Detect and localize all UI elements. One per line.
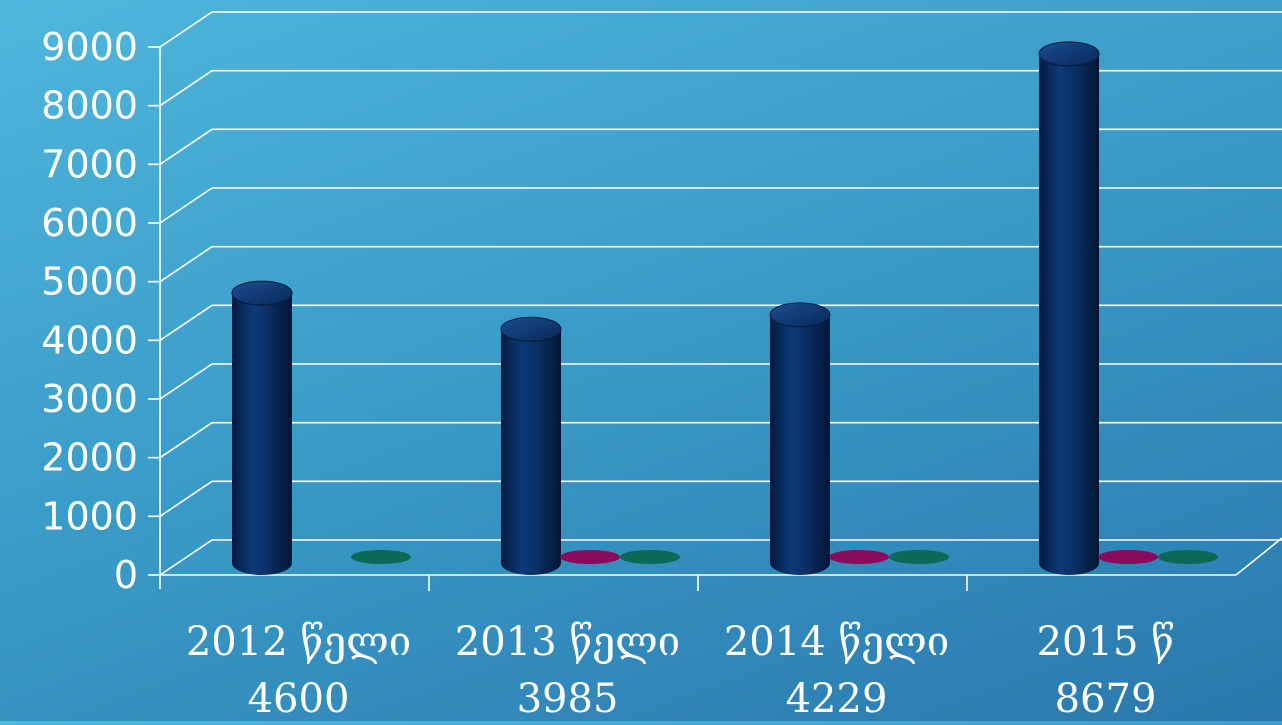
- x-tick-label: 2015 წ: [1037, 619, 1175, 665]
- gridline-side: [159, 480, 213, 517]
- bar-series3-disc: [351, 550, 411, 564]
- y-tick-label: 1000: [41, 494, 138, 538]
- y-tick-label: 3000: [41, 377, 138, 421]
- gridline-side: [159, 11, 213, 48]
- labels-layer: 0 1000 2000 3000 4000 5000 6000 7000 8000 9000 201…: [41, 25, 1175, 722]
- gridline-side: [159, 304, 213, 341]
- data-label: 4229: [786, 676, 888, 721]
- y-tick-label: 5000: [41, 260, 138, 304]
- bar-series2-disc: [560, 550, 620, 564]
- gridline-side: [159, 70, 213, 107]
- bar-top: [1038, 41, 1100, 67]
- y-tick-label: 8000: [41, 84, 138, 128]
- x-tick-label: 2012 წელი: [186, 619, 411, 665]
- bar-body: [501, 329, 561, 575]
- bar: [769, 302, 831, 575]
- gridline-side: [159, 246, 213, 283]
- gridline-side: [159, 187, 213, 224]
- data-label: 8679: [1055, 676, 1157, 721]
- bar: [1038, 41, 1100, 575]
- gridline-side: [159, 363, 213, 400]
- x-tick-label: 2013 წელი: [455, 619, 680, 665]
- y-tick-label: 4000: [41, 318, 138, 362]
- bar-series3-disc: [620, 550, 680, 564]
- y-tick-label: 6000: [41, 201, 138, 245]
- bar-series2-disc: [829, 550, 889, 564]
- y-tick-label: 0: [114, 553, 138, 597]
- bar-series3-disc: [1158, 550, 1218, 564]
- bars-layer: [231, 41, 1218, 575]
- bar-body: [770, 314, 830, 575]
- bar-body: [1039, 53, 1099, 575]
- bar-series2-disc: [1098, 550, 1158, 564]
- bar-top: [231, 280, 293, 306]
- data-label: 3985: [517, 676, 619, 721]
- grid-layer: [159, 11, 1282, 576]
- gridline-side: [159, 539, 213, 576]
- bar-body: [232, 293, 292, 575]
- gridline-side: [159, 422, 213, 459]
- bar: [231, 280, 293, 575]
- y-tick-label: 9000: [41, 25, 138, 69]
- y-tick-label: 7000: [41, 142, 138, 186]
- data-label: 4600: [248, 676, 350, 721]
- bar-top: [500, 316, 562, 342]
- y-tick-label: 2000: [41, 436, 138, 480]
- bar-series3-disc: [889, 550, 949, 564]
- x-axis-depth-line: [1235, 537, 1282, 576]
- gridline-side: [159, 128, 213, 165]
- bar: [500, 316, 562, 575]
- axis-layer: [148, 46, 1282, 591]
- x-tick-label: 2014 წელი: [724, 619, 949, 665]
- bar-top: [769, 302, 831, 328]
